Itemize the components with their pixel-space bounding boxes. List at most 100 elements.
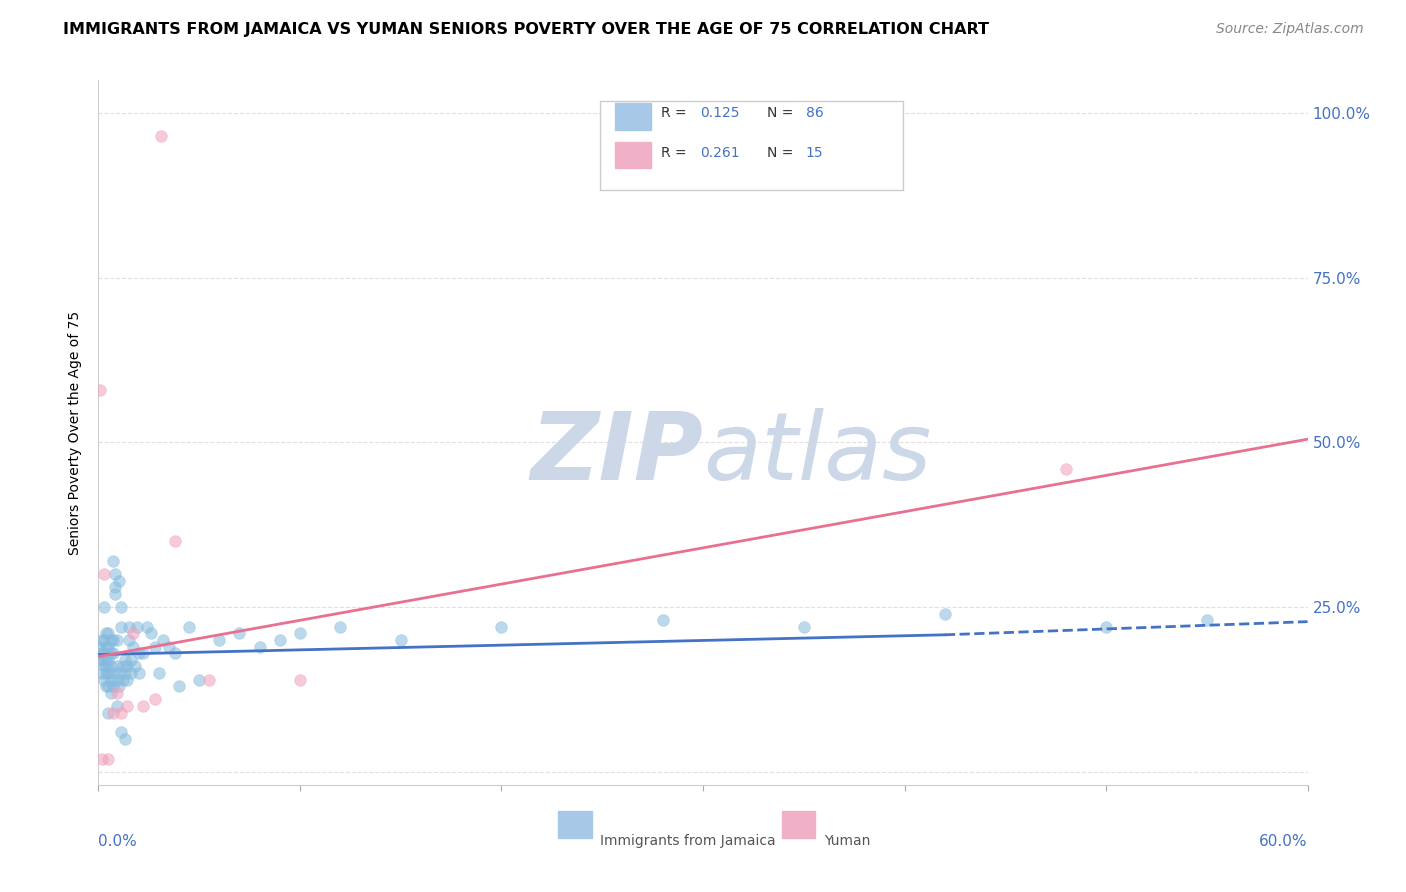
Point <box>101 679 124 693</box>
Point <box>89 383 111 397</box>
Point <box>491 620 513 634</box>
Point <box>96 640 118 654</box>
Point <box>111 673 134 687</box>
Point <box>269 633 291 648</box>
Text: 0.261: 0.261 <box>700 145 740 160</box>
Point <box>100 633 122 648</box>
Point <box>288 673 311 687</box>
Bar <box>782 811 815 838</box>
Point <box>179 620 201 634</box>
Text: 0.125: 0.125 <box>700 106 740 120</box>
Y-axis label: Seniors Poverty Over the Age of 75: Seniors Poverty Over the Age of 75 <box>69 310 83 555</box>
Point <box>121 626 143 640</box>
Text: Immigrants from Jamaica: Immigrants from Jamaica <box>600 834 776 848</box>
Point <box>97 626 120 640</box>
Point <box>96 653 118 667</box>
Text: 15: 15 <box>806 145 824 160</box>
Point <box>110 600 132 615</box>
Point <box>93 653 115 667</box>
Point <box>100 686 122 700</box>
Point <box>115 659 138 673</box>
Point <box>101 633 124 648</box>
Bar <box>558 811 592 838</box>
Point <box>100 673 122 687</box>
Point <box>115 698 138 713</box>
Point <box>97 706 120 720</box>
Point <box>91 646 114 660</box>
Point <box>389 633 412 648</box>
Bar <box>614 142 651 169</box>
Text: 60.0%: 60.0% <box>1260 834 1308 849</box>
Point <box>120 665 142 680</box>
Point <box>103 587 125 601</box>
Point <box>107 574 129 588</box>
Point <box>132 698 155 713</box>
Point <box>93 646 115 660</box>
Text: Yuman: Yuman <box>824 834 870 848</box>
Point <box>114 665 136 680</box>
Point <box>97 640 120 654</box>
Point <box>1054 462 1077 476</box>
Point <box>96 626 118 640</box>
Point <box>96 679 118 693</box>
Point <box>93 633 115 648</box>
Point <box>105 698 128 713</box>
Point <box>1195 613 1218 627</box>
Text: N =: N = <box>768 106 797 120</box>
Point <box>114 731 136 746</box>
Point <box>128 665 150 680</box>
Point <box>114 653 136 667</box>
Point <box>651 613 673 627</box>
Point <box>91 633 114 648</box>
Text: IMMIGRANTS FROM JAMAICA VS YUMAN SENIORS POVERTY OVER THE AGE OF 75 CORRELATION : IMMIGRANTS FROM JAMAICA VS YUMAN SENIORS… <box>63 22 990 37</box>
Point <box>1095 620 1118 634</box>
Point <box>97 679 120 693</box>
Point <box>91 665 114 680</box>
Point <box>124 659 146 673</box>
Point <box>152 633 174 648</box>
Point <box>96 659 118 673</box>
Point <box>110 725 132 739</box>
Point <box>105 673 128 687</box>
Point <box>96 665 118 680</box>
Point <box>934 607 956 621</box>
Text: R =: R = <box>661 145 690 160</box>
Point <box>89 653 111 667</box>
Point <box>329 620 352 634</box>
Point <box>97 751 120 765</box>
Point <box>188 673 211 687</box>
Point <box>103 567 125 582</box>
Point <box>128 646 150 660</box>
Point <box>148 665 170 680</box>
Point <box>143 692 166 706</box>
Point <box>120 653 142 667</box>
Point <box>208 633 231 648</box>
Bar <box>600 102 903 189</box>
Point <box>105 686 128 700</box>
Text: R =: R = <box>661 106 690 120</box>
Point <box>115 673 138 687</box>
Point <box>110 620 132 634</box>
Point <box>93 600 115 615</box>
Bar <box>614 103 651 129</box>
Point <box>97 653 120 667</box>
Point <box>100 646 122 660</box>
Point <box>149 129 172 144</box>
Point <box>135 620 157 634</box>
Point <box>110 706 132 720</box>
Point <box>100 659 122 673</box>
Point <box>101 646 124 660</box>
Point <box>93 659 115 673</box>
Point <box>228 626 250 640</box>
Point <box>157 640 180 654</box>
Point <box>101 706 124 720</box>
Point <box>101 665 124 680</box>
Point <box>121 640 143 654</box>
Point <box>125 620 148 634</box>
Point <box>118 620 141 634</box>
Point <box>107 665 129 680</box>
Point <box>249 640 271 654</box>
Point <box>93 567 115 582</box>
Text: N =: N = <box>768 145 797 160</box>
Point <box>143 640 166 654</box>
